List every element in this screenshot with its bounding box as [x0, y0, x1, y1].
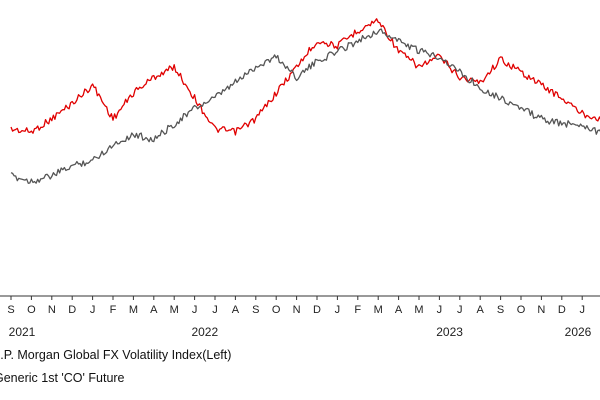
- x-tick-label: M: [414, 304, 423, 316]
- x-tick-label: D: [558, 304, 566, 316]
- x-tick-label: O: [517, 304, 526, 316]
- legend-item-fx-volatility: J.P. Morgan Global FX Volatility Index(L…: [0, 348, 232, 362]
- x-tick-label: O: [272, 304, 281, 316]
- x-year-label: 2022: [191, 325, 218, 339]
- series-line-co-future: [10, 28, 600, 184]
- x-tick-label: F: [110, 304, 117, 316]
- x-tick-label: N: [293, 304, 301, 316]
- x-tick-label: D: [68, 304, 76, 316]
- x-tick-label: D: [313, 304, 321, 316]
- x-tick-label: N: [537, 304, 545, 316]
- x-tick-label: J: [212, 304, 218, 316]
- series-line-fx-volatility: [10, 18, 600, 136]
- x-year-label: 2023: [436, 325, 463, 339]
- x-axis-ticks: [10, 296, 583, 300]
- x-tick-label: J: [192, 304, 198, 316]
- x-tick-label: O: [27, 304, 36, 316]
- x-tick-label: S: [497, 304, 504, 316]
- legend-item-co-future: Generic 1st 'CO' Future: [0, 371, 125, 385]
- x-axis-year-labels: 202120222023202420252026: [9, 325, 592, 339]
- series-layer: [10, 18, 600, 184]
- x-tick-label: M: [129, 304, 138, 316]
- x-year-label: 2026: [565, 325, 592, 339]
- x-tick-label: J: [335, 304, 341, 316]
- x-tick-label: J: [90, 304, 96, 316]
- x-tick-label: S: [252, 304, 259, 316]
- x-tick-label: A: [150, 304, 158, 316]
- x-tick-label: N: [48, 304, 56, 316]
- x-tick-label: F: [354, 304, 361, 316]
- x-tick-label: J: [579, 304, 585, 316]
- x-tick-label: M: [374, 304, 383, 316]
- x-tick-label: J: [457, 304, 463, 316]
- x-tick-label: S: [7, 304, 14, 316]
- x-year-label: 2021: [9, 325, 36, 339]
- x-tick-label: A: [395, 304, 403, 316]
- x-tick-label: J: [437, 304, 443, 316]
- x-tick-label: M: [170, 304, 179, 316]
- x-tick-label: A: [232, 304, 240, 316]
- x-tick-label: A: [477, 304, 485, 316]
